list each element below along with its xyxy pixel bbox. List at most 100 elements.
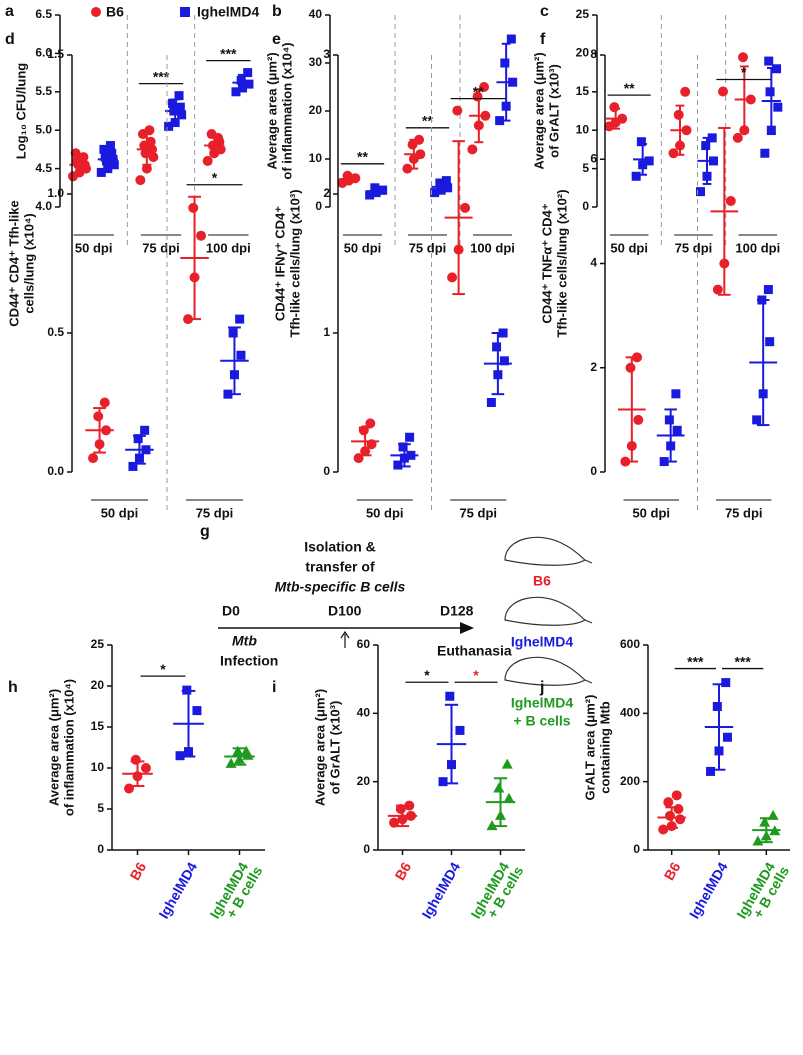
- x-tick-label: IghelMD4: [686, 859, 731, 921]
- y-tick-label: 60: [357, 637, 371, 651]
- data-point: [243, 68, 253, 78]
- group-label: 75 dpi: [196, 505, 234, 520]
- data-point: [128, 461, 138, 471]
- y-axis-label: GrALT area (μm²): [582, 695, 597, 801]
- data-point: [738, 52, 749, 63]
- y-tick-label: 20: [309, 103, 323, 117]
- arrowhead: [340, 630, 350, 639]
- data-point: [673, 109, 684, 120]
- data-point: [93, 411, 104, 422]
- data-point: [430, 188, 440, 198]
- panel-label: a: [5, 3, 14, 20]
- y-axis-label: of GrALT (x10³): [546, 64, 561, 158]
- y-tick-label: 200: [620, 774, 640, 788]
- data-point: [620, 456, 631, 467]
- y-tick-label: 0: [315, 199, 322, 213]
- y-axis-label: Average area (μm²): [46, 689, 61, 806]
- significance-label: ***: [734, 653, 751, 669]
- y-axis-label: Average area (μm²): [264, 52, 279, 169]
- significance-label: ***: [153, 68, 170, 84]
- y-tick-label: 6: [590, 151, 597, 165]
- y-tick-label: 0.5: [47, 325, 64, 339]
- mouse-label: IghelMD4: [511, 634, 573, 650]
- data-point: [680, 86, 691, 97]
- data-point: [447, 272, 458, 283]
- data-point: [706, 766, 716, 776]
- data-point: [145, 136, 156, 147]
- group-label: 100 dpi: [470, 240, 515, 255]
- data-point: [764, 56, 774, 66]
- y-axis-label: cells/lung (x10⁴): [21, 213, 36, 313]
- y-tick-label: 2: [323, 186, 330, 200]
- arrowhead: [460, 622, 474, 634]
- data-point: [609, 102, 620, 113]
- group-label: 100 dpi: [735, 240, 780, 255]
- y-tick-label: 4.0: [35, 199, 52, 213]
- y-tick-label: 10: [576, 122, 590, 136]
- legend-marker: [91, 7, 101, 17]
- day-label: D100: [328, 603, 362, 619]
- significance-label: *: [473, 667, 479, 683]
- data-point: [467, 144, 478, 155]
- y-tick-label: 0: [633, 842, 640, 856]
- y-tick-label: 8: [590, 47, 597, 61]
- group-label: 50 dpi: [610, 240, 648, 255]
- data-point: [70, 148, 81, 159]
- y-tick-label: 0.0: [47, 464, 64, 478]
- mouse-icon: [504, 596, 593, 626]
- significance-label: **: [422, 113, 433, 129]
- data-point: [500, 58, 510, 68]
- y-tick-label: 15: [576, 84, 590, 98]
- y-tick-label: 4.5: [35, 161, 52, 175]
- significance-label: *: [212, 169, 218, 185]
- data-point: [625, 362, 636, 373]
- y-axis-label: CD44⁺ IFNγ⁺ CD4⁺: [272, 206, 287, 321]
- y-tick-label: 0: [97, 842, 104, 856]
- mouse-icon: [504, 656, 593, 686]
- data-point: [183, 314, 194, 325]
- y-axis-label: Tfh-like cells/lung (x10³): [287, 189, 302, 337]
- end-text: Euthanasia: [437, 643, 512, 659]
- data-point: [192, 706, 202, 716]
- data-point: [144, 125, 155, 136]
- data-point: [105, 141, 115, 151]
- data-point: [414, 134, 425, 145]
- data-point: [773, 102, 783, 112]
- step-text: transfer of: [305, 559, 375, 575]
- data-point: [486, 398, 496, 407]
- y-axis-label: Average area (μm²): [312, 689, 327, 806]
- y-tick-label: 20: [576, 46, 590, 60]
- data-point: [441, 176, 451, 186]
- data-point: [398, 442, 408, 452]
- significance-label: *: [424, 667, 430, 683]
- data-point: [772, 64, 782, 74]
- y-axis-label: of inflammation (x10⁴): [279, 42, 294, 179]
- legend-marker: [180, 7, 190, 17]
- y-tick-label: 1.0: [47, 186, 64, 200]
- group-label: 75 dpi: [725, 505, 763, 520]
- data-point: [752, 415, 762, 425]
- data-point: [452, 105, 463, 116]
- panel-label: e: [272, 31, 281, 48]
- data-point: [763, 285, 773, 295]
- data-point: [133, 434, 143, 444]
- data-point: [88, 453, 99, 464]
- step-text: Isolation &: [304, 539, 376, 555]
- y-axis-label: Average area (μm²): [531, 52, 546, 169]
- y-tick-label: 30: [309, 55, 323, 69]
- data-point: [141, 163, 152, 174]
- y-axis-label: CD44⁺ CD4⁺ Tfh-like: [6, 200, 21, 326]
- data-point: [460, 202, 471, 213]
- data-point: [228, 328, 238, 338]
- data-point: [499, 356, 509, 366]
- data-point: [405, 432, 415, 442]
- data-point: [707, 133, 717, 143]
- panel-label: i: [272, 679, 276, 696]
- y-tick-label: 40: [309, 7, 323, 21]
- data-point: [174, 91, 184, 101]
- data-point: [109, 160, 119, 170]
- group-label: 50 dpi: [366, 505, 404, 520]
- day-label: D128: [440, 603, 474, 619]
- panel-label: c: [540, 3, 549, 20]
